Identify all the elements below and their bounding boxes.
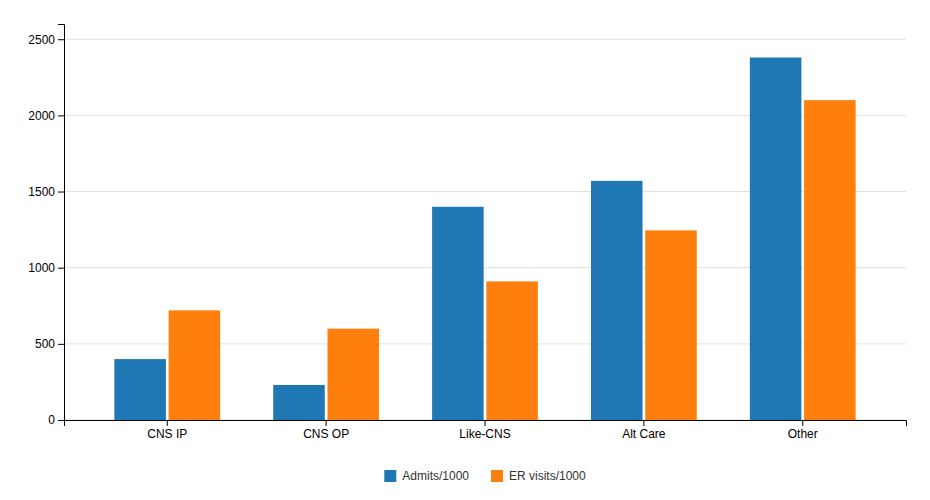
y-tick: 1500	[28, 185, 64, 199]
legend-item: Admits/1000	[384, 469, 469, 483]
x-axis-line	[65, 421, 907, 427]
bar	[273, 385, 325, 420]
y-tick-mark	[58, 420, 64, 421]
x-tick: Like-CNS	[459, 420, 510, 441]
y-tick-mark	[58, 192, 64, 193]
x-tick-label: Other	[788, 427, 818, 441]
x-tick-label: Like-CNS	[459, 427, 510, 441]
x-tick-label: Alt Care	[622, 427, 666, 441]
x-tick: CNS OP	[303, 420, 349, 441]
x-tick: Alt Care	[622, 420, 666, 441]
x-tick-label: CNS OP	[303, 427, 349, 441]
legend-label: ER visits/1000	[509, 469, 586, 483]
legend-item: ER visits/1000	[491, 469, 586, 483]
bar	[645, 230, 697, 420]
y-axis: 0 500 1000 1500 2000 2500	[28, 25, 64, 428]
bar	[169, 310, 221, 420]
legend-label: Admits/1000	[402, 469, 469, 483]
grid	[64, 39, 906, 420]
bar-series	[114, 58, 801, 420]
bar	[486, 281, 538, 420]
y-tick-label: 2000	[28, 109, 55, 123]
plot: 0 500 1000 1500 2000 2500 CNS IP CNS OP Like-CNS…	[28, 25, 906, 441]
bar	[114, 359, 166, 420]
x-tick-mark	[485, 420, 486, 426]
y-axis-line	[58, 25, 65, 421]
bars	[114, 58, 855, 420]
x-tick-mark	[643, 420, 644, 426]
bar	[591, 181, 643, 420]
y-tick: 2000	[28, 109, 64, 123]
y-tick-mark	[58, 39, 64, 40]
legend-swatch	[491, 470, 503, 482]
bar-series	[169, 100, 856, 420]
y-tick: 500	[35, 337, 64, 351]
bar	[750, 58, 802, 420]
y-tick-label: 2500	[28, 33, 55, 47]
x-tick: CNS IP	[147, 420, 187, 441]
y-tick-label: 1500	[28, 185, 55, 199]
legend: Admits/1000 ER visits/1000	[384, 469, 586, 483]
bar	[804, 100, 856, 420]
y-tick-label: 1000	[28, 261, 55, 275]
bar	[327, 329, 379, 420]
x-tick: Other	[788, 420, 818, 441]
y-tick-mark	[58, 344, 64, 345]
legend-swatch	[384, 470, 396, 482]
grid-line	[64, 39, 906, 40]
y-tick-label: 0	[48, 413, 55, 427]
y-tick-label: 500	[35, 337, 55, 351]
bar	[432, 207, 484, 420]
y-tick-mark	[58, 115, 64, 116]
y-tick: 2500	[28, 33, 64, 47]
x-tick-mark	[802, 420, 803, 426]
x-axis: CNS IP CNS OP Like-CNS Alt Care Other	[65, 420, 907, 441]
y-tick-mark	[58, 268, 64, 269]
y-tick: 1000	[28, 261, 64, 275]
chart: 0 500 1000 1500 2000 2500 CNS IP CNS OP Like-CNS…	[0, 0, 930, 500]
y-tick: 0	[48, 413, 64, 427]
x-tick-label: CNS IP	[147, 427, 187, 441]
x-tick-mark	[167, 420, 168, 426]
x-tick-mark	[326, 420, 327, 426]
